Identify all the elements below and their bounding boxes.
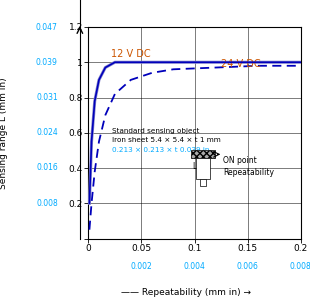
Text: 0.002: 0.002 — [131, 262, 152, 271]
Bar — [200, 179, 206, 186]
Text: 0.016: 0.016 — [36, 164, 58, 172]
Text: 0.039: 0.039 — [36, 58, 58, 67]
Bar — [196, 158, 210, 179]
Text: 0.213 × 0.213 × t 0.039 in: 0.213 × 0.213 × t 0.039 in — [112, 147, 209, 153]
Text: 0.008: 0.008 — [36, 199, 58, 208]
Text: Standard sensing object: Standard sensing object — [112, 128, 199, 134]
Text: 0.004: 0.004 — [184, 262, 206, 271]
Text: 24 V DC: 24 V DC — [221, 59, 261, 69]
Text: 12 V DC: 12 V DC — [111, 49, 150, 59]
Text: L: L — [193, 162, 197, 171]
Text: Sensing range L (mm in): Sensing range L (mm in) — [0, 78, 8, 189]
Bar — [191, 150, 215, 158]
Text: 0.031: 0.031 — [36, 93, 58, 102]
Text: 0.024: 0.024 — [36, 128, 58, 137]
Text: 0.008: 0.008 — [290, 262, 310, 271]
Text: —— Repeatability (mm in) →: —— Repeatability (mm in) → — [121, 288, 251, 297]
Text: Iron sheet 5.4 × 5.4 × t 1 mm: Iron sheet 5.4 × 5.4 × t 1 mm — [112, 137, 220, 143]
Text: Repeatability: Repeatability — [223, 168, 274, 177]
Text: ON point: ON point — [223, 156, 257, 165]
Text: 0.047: 0.047 — [36, 22, 58, 32]
Text: 0.006: 0.006 — [237, 262, 259, 271]
